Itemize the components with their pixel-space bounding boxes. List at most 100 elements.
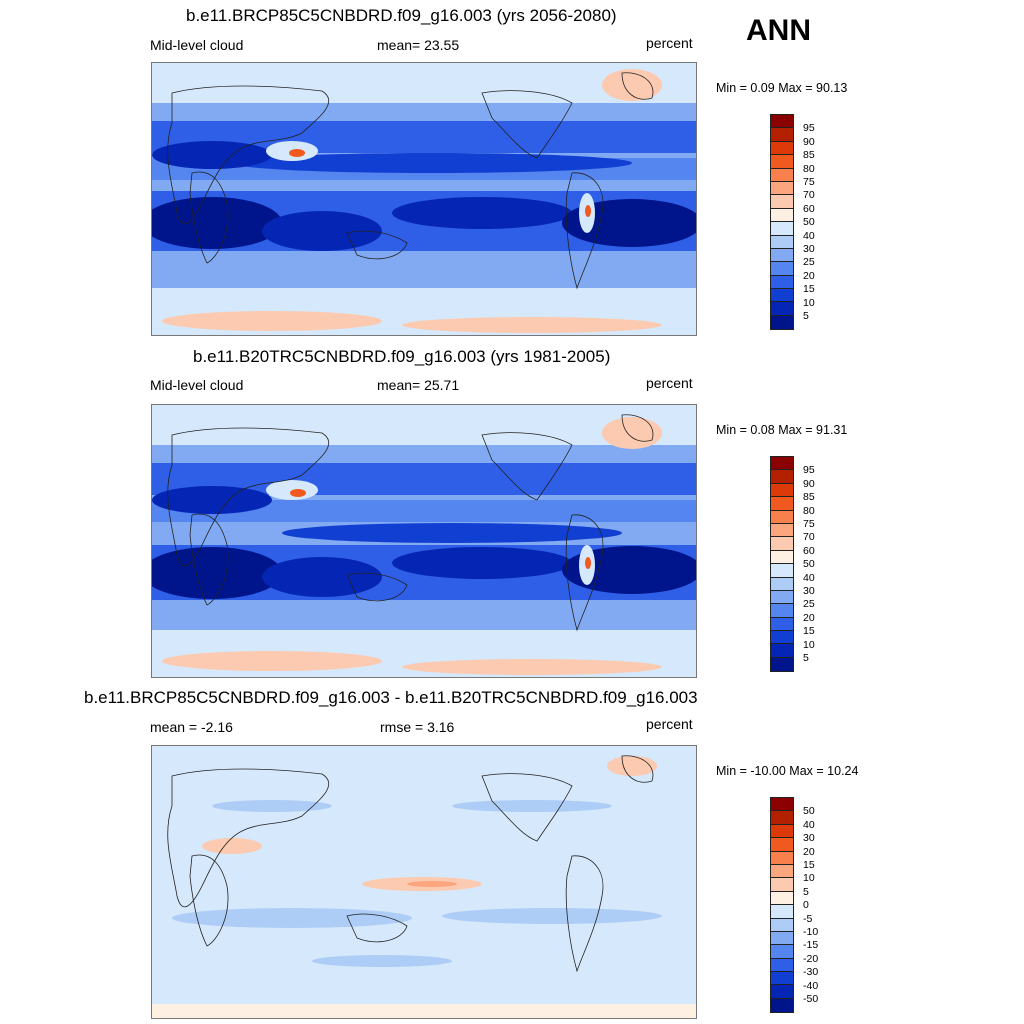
colorbar-tick: 20 xyxy=(803,846,815,858)
colorbar-tick: 30 xyxy=(803,243,815,255)
colorbar-tick: 15 xyxy=(803,625,815,637)
panel3-colorbar xyxy=(770,797,794,1014)
colorbar-tick: 10 xyxy=(803,872,815,884)
panel1-colorbar xyxy=(770,114,794,331)
panel1-colorbar-swatch xyxy=(771,315,793,330)
panel3-colorbar-swatch xyxy=(771,931,793,946)
panel3-minmax: Min = -10.00 Max = 10.24 xyxy=(716,764,859,778)
colorbar-tick: -50 xyxy=(803,993,819,1005)
panel2-colorbar-swatch xyxy=(771,483,793,498)
colorbar-tick: 85 xyxy=(803,491,815,503)
panel2-units-label: percent xyxy=(646,375,693,391)
colorbar-tick: -40 xyxy=(803,980,819,992)
panel3-colorbar-swatch xyxy=(771,972,793,986)
panel2-colorbar-swatch xyxy=(771,577,793,591)
panel3-colorbar-swatch xyxy=(771,851,793,865)
panel1-colorbar-swatch xyxy=(771,289,793,303)
colorbar-tick: 80 xyxy=(803,163,815,175)
panel3-colorbar-swatch xyxy=(771,838,793,852)
colorbar-tick: 15 xyxy=(803,283,815,295)
panel1-colorbar-swatch xyxy=(771,155,793,169)
colorbar-tick: 70 xyxy=(803,531,815,543)
colorbar-tick: 80 xyxy=(803,505,815,517)
colorbar-tick: -30 xyxy=(803,966,819,978)
panel1-colorbar-swatch xyxy=(771,208,793,223)
colorbar-tick: 95 xyxy=(803,464,815,476)
colorbar-tick: 25 xyxy=(803,256,815,268)
panel2-colorbar-swatch xyxy=(771,510,793,524)
panel3-title: b.e11.BRCP85C5CNBDRD.f09_g16.003 - b.e11… xyxy=(84,688,698,707)
colorbar-tick: 75 xyxy=(803,518,815,530)
colorbar-tick: 50 xyxy=(803,216,815,228)
colorbar-tick: 20 xyxy=(803,612,815,624)
panel3-colorbar-swatch xyxy=(771,864,793,879)
panel1-colorbar-swatch xyxy=(771,181,793,196)
colorbar-tick: -5 xyxy=(803,913,813,925)
colorbar-tick: 75 xyxy=(803,176,815,188)
colorbar-tick: 30 xyxy=(803,585,815,597)
panel1-colorbar-swatch xyxy=(771,195,793,209)
panel1-colorbar-swatch xyxy=(771,262,793,276)
panel1-units-label: percent xyxy=(646,35,693,51)
panel1-colorbar-swatch xyxy=(771,141,793,156)
panel3-units-label: percent xyxy=(646,716,693,732)
colorbar-tick: 5 xyxy=(803,886,809,898)
panel2-colorbar-swatch xyxy=(771,631,793,645)
colorbar-tick: 10 xyxy=(803,297,815,309)
panel1-colorbar-swatch xyxy=(771,235,793,249)
panel3-colorbar-swatch xyxy=(771,918,793,932)
colorbar-tick: -10 xyxy=(803,926,819,938)
panel2-colorbar-swatch xyxy=(771,470,793,484)
colorbar-tick: 30 xyxy=(803,832,815,844)
panel2-colorbar-swatch xyxy=(771,617,793,632)
colorbar-tick: 5 xyxy=(803,310,809,322)
colorbar-tick: 50 xyxy=(803,558,815,570)
colorbar-tick: 5 xyxy=(803,652,809,664)
colorbar-tick: 85 xyxy=(803,149,815,161)
colorbar-tick: 40 xyxy=(803,572,815,584)
colorbar-tick: -20 xyxy=(803,953,819,965)
panel2-colorbar-swatch xyxy=(771,657,793,672)
colorbar-tick: 70 xyxy=(803,189,815,201)
panel2-colorbar-swatch xyxy=(771,523,793,538)
panel2-colorbar-swatch xyxy=(771,644,793,658)
colorbar-tick: 40 xyxy=(803,819,815,831)
colorbar-tick: 25 xyxy=(803,598,815,610)
panel1-colorbar-swatch xyxy=(771,275,793,290)
colorbar-tick: 90 xyxy=(803,478,815,490)
panel1-variable-label: Mid-level cloud xyxy=(150,37,244,53)
panel1-colorbar-swatch xyxy=(771,222,793,236)
panel3-colorbar-swatch xyxy=(771,891,793,906)
colorbar-tick: 95 xyxy=(803,122,815,134)
panel1-map-field xyxy=(152,63,696,335)
panel2-map xyxy=(151,404,697,678)
panel3-rmse-label: rmse = 3.16 xyxy=(380,719,455,735)
panel3-colorbar-swatch xyxy=(771,958,793,973)
panel2-mean-label: mean= 25.71 xyxy=(377,377,460,393)
panel2-colorbar-swatch xyxy=(771,550,793,565)
panel3-colorbar-swatch xyxy=(771,905,793,919)
panel3-map xyxy=(151,745,697,1019)
panel3-colorbar-swatch xyxy=(771,798,793,812)
panel1-colorbar-swatch xyxy=(771,168,793,182)
panel3-colorbar-swatch xyxy=(771,985,793,999)
colorbar-tick: 10 xyxy=(803,639,815,651)
panel2-colorbar-swatch xyxy=(771,590,793,605)
panel2-colorbar-swatch xyxy=(771,497,793,511)
panel1-map xyxy=(151,62,697,336)
panel1-minmax: Min = 0.09 Max = 90.13 xyxy=(716,81,848,95)
season-label: ANN xyxy=(746,14,811,47)
panel3-colorbar-swatch xyxy=(771,824,793,839)
panel1-colorbar-swatch xyxy=(771,302,793,316)
panel3-map-field xyxy=(152,746,696,1018)
colorbar-tick: 50 xyxy=(803,805,815,817)
colorbar-tick: -15 xyxy=(803,939,819,951)
panel2-colorbar-swatch xyxy=(771,537,793,551)
colorbar-tick: 60 xyxy=(803,545,815,557)
colorbar-tick: 15 xyxy=(803,859,815,871)
panel3-colorbar-swatch xyxy=(771,878,793,892)
panel2-colorbar-swatch xyxy=(771,564,793,578)
panel1-colorbar-swatch xyxy=(771,128,793,142)
colorbar-tick: 60 xyxy=(803,203,815,215)
panel3-colorbar-swatch xyxy=(771,998,793,1013)
